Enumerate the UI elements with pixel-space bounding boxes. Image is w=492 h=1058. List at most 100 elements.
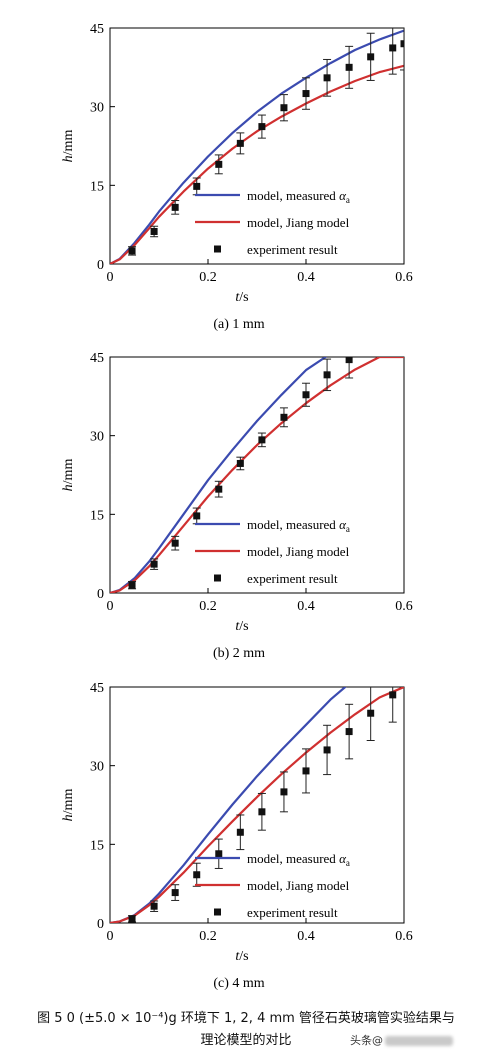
legend-alpha: α — [339, 851, 347, 866]
watermark-blur — [385, 1036, 453, 1046]
jiang-model-line — [110, 687, 404, 923]
x-tick-label: 0 — [107, 929, 114, 944]
experiment-point — [367, 53, 375, 61]
jiang-model-line — [110, 357, 404, 593]
y-axis-label: h/mm — [61, 130, 76, 163]
legend-subscript: a — [346, 524, 350, 534]
y-axis-label-var: h — [61, 814, 76, 821]
plot-area — [110, 357, 404, 593]
legend-text: model, measured — [247, 188, 339, 203]
experiment-point — [215, 485, 223, 493]
plot-frame — [109, 356, 405, 594]
x-axis-label-unit: /s — [239, 949, 248, 964]
legend-label: model, measured αa — [247, 188, 350, 205]
experiment-point — [193, 182, 201, 190]
x-tick-label: 0.6 — [395, 599, 413, 614]
plot-area — [110, 28, 404, 264]
y-tick-label: 15 — [90, 508, 104, 523]
y-tick-label: 15 — [90, 838, 104, 853]
chart-panel-3: 0 15 30 45 0 0.2 0.4 0.6 t/s h/mm model, measured … — [61, 681, 413, 991]
x-tick-label: 0.4 — [297, 270, 315, 285]
legend-label: model, Jiang model — [247, 544, 350, 559]
x-tick-label: 0.2 — [199, 599, 217, 614]
experiment-point — [302, 391, 310, 399]
experiment-point — [171, 203, 179, 211]
y-axis-label-var: h — [61, 484, 76, 491]
experiment-point — [193, 512, 201, 520]
y-tick-label: 45 — [90, 351, 104, 366]
experiment-point — [367, 709, 375, 717]
y-tick-label: 0 — [97, 917, 104, 932]
y-tick-label: 30 — [90, 430, 104, 445]
experiment-point — [236, 139, 244, 147]
legend-label: model, measured αa — [247, 851, 350, 868]
legend-alpha: α — [339, 517, 347, 532]
jiang-model-line — [110, 64, 404, 264]
experiment-point — [280, 104, 288, 112]
x-tick-label: 0 — [107, 270, 114, 285]
chart-panel-1: 0 15 30 45 0 0.2 0.4 0.6 t/s h/mm model, measured … — [61, 22, 413, 332]
legend-text: model, measured — [247, 517, 339, 532]
legend-experiment-swatch — [214, 908, 221, 916]
y-tick-label: 0 — [97, 587, 104, 602]
y-axis-label: h/mm — [61, 459, 76, 492]
x-axis-label-var: t — [235, 949, 240, 964]
legend-label: model, measured αa — [247, 517, 350, 534]
x-tick-label: 0.6 — [395, 929, 413, 944]
experiment-point — [171, 539, 179, 547]
legend-alpha: α — [339, 188, 347, 203]
experiment-point — [302, 90, 310, 98]
y-axis-label-var: h — [61, 155, 76, 162]
x-tick-label: 0.4 — [297, 599, 315, 614]
experiment-point — [171, 889, 179, 897]
caption-line-2: 理论模型的对比 — [200, 1033, 292, 1048]
experiment-point — [323, 746, 331, 754]
y-tick-label: 0 — [97, 258, 104, 273]
experiment-point — [215, 160, 223, 168]
panel-label: (c) 4 mm — [213, 976, 264, 991]
x-tick-label: 0.6 — [395, 270, 413, 285]
legend-subscript: a — [346, 195, 350, 205]
legend-experiment-swatch — [214, 245, 221, 253]
y-axis-label-unit: /mm — [61, 130, 76, 156]
experiment-point — [236, 459, 244, 467]
measured-model-line — [110, 357, 327, 593]
experiment-point — [345, 728, 353, 736]
panel-label: (b) 2 mm — [213, 646, 265, 661]
y-tick-label: 30 — [90, 101, 104, 116]
watermark-text: 头条@ — [350, 1034, 383, 1047]
experiment-point — [389, 44, 397, 52]
legend-subscript: a — [346, 858, 350, 868]
experiment-point — [193, 871, 201, 879]
y-axis-label-unit: /mm — [61, 459, 76, 485]
experiment-point — [258, 123, 266, 131]
experiment-point — [258, 808, 266, 816]
y-tick-label: 15 — [90, 179, 104, 194]
x-axis-label-var: t — [235, 290, 240, 305]
panel-label: (a) 1 mm — [213, 317, 264, 332]
experiment-point — [323, 371, 331, 379]
measured-model-line — [110, 29, 404, 264]
legend-label: experiment result — [247, 242, 338, 257]
x-axis-label-unit: /s — [239, 619, 248, 634]
x-axis-label: t/s — [235, 290, 248, 305]
experiment-point — [280, 413, 288, 421]
x-tick-label: 0.4 — [297, 929, 315, 944]
experiment-point — [236, 828, 244, 836]
plot-frame — [109, 27, 405, 265]
experiment-point — [302, 767, 310, 775]
experiment-point — [215, 850, 223, 858]
legend-label: experiment result — [247, 905, 338, 920]
x-axis-label-var: t — [235, 619, 240, 634]
x-axis-label-unit: /s — [239, 290, 248, 305]
plot-area — [110, 687, 404, 923]
legend-label: model, Jiang model — [247, 215, 350, 230]
legend: model, measured αa model, Jiang model expe… — [195, 851, 350, 920]
experiment-point — [389, 691, 397, 699]
x-tick-label: 0.2 — [199, 270, 217, 285]
experiment-point — [128, 581, 136, 589]
experiment-point — [258, 436, 266, 444]
y-tick-label: 45 — [90, 22, 104, 37]
x-axis-label: t/s — [235, 949, 248, 964]
x-tick-label: 0.2 — [199, 929, 217, 944]
